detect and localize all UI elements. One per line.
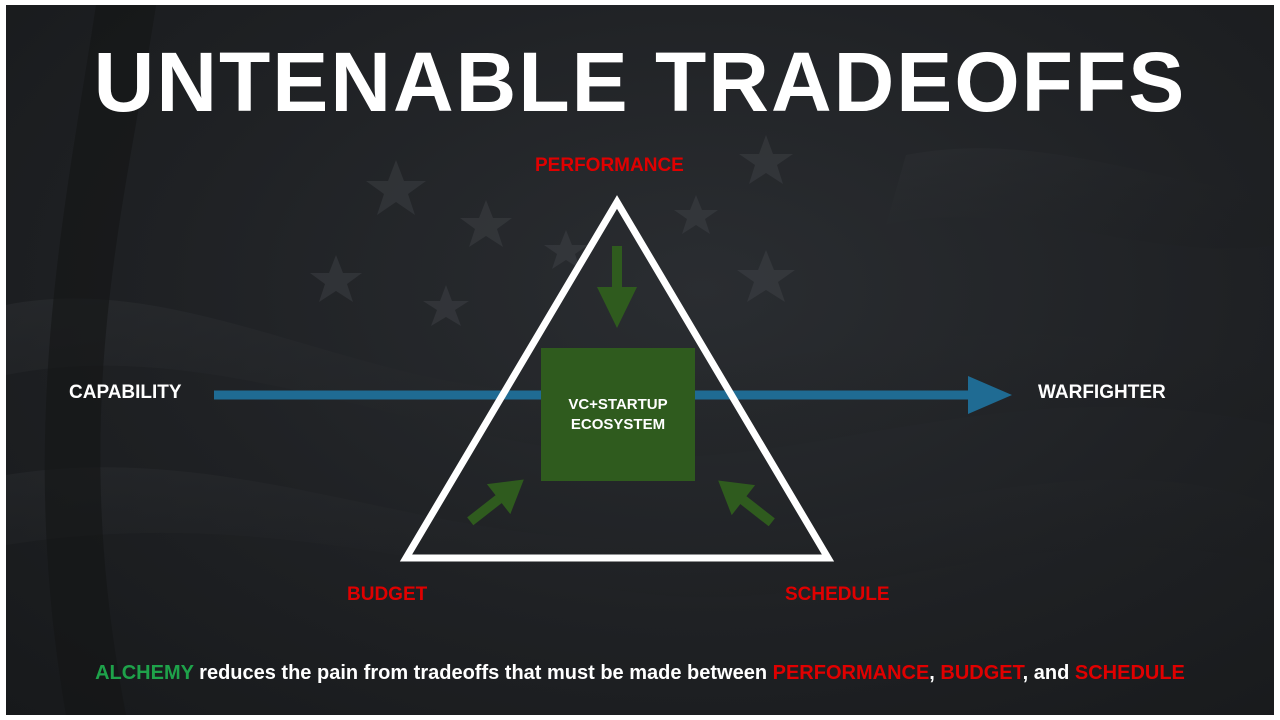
inward-arrows (467, 246, 775, 527)
center-box: VC+STARTUP ECOSYSTEM (541, 348, 695, 481)
footer-brand: ALCHEMY (95, 662, 194, 684)
capability-flow-arrow-head (968, 376, 1012, 414)
slide: UNTENABLE TRADEOFFS VC+STARTUP ECOSYSTEM (6, 5, 1274, 715)
center-box-line2: ECOSYSTEM (570, 415, 666, 433)
vertex-label-schedule: SCHEDULE (785, 584, 890, 605)
slide-title: UNTENABLE TRADEOFFS (93, 35, 1187, 129)
footer-statement: ALCHEMY reduces the pain from tradeoffs … (6, 662, 1274, 685)
performance-pressure-arrow (597, 246, 637, 328)
vertex-label-budget: BUDGET (347, 584, 428, 605)
schedule-pressure-arrow (718, 480, 775, 527)
flag-background (6, 5, 1274, 715)
footer-text-1: reduces the pain from tradeoffs that mus… (193, 662, 773, 684)
vertex-label-performance: PERFORMANCE (535, 155, 684, 176)
footer-term-budget: BUDGET (940, 662, 1023, 684)
footer-term-schedule: SCHEDULE (1074, 662, 1185, 684)
star-icons (310, 135, 795, 326)
flow-target-label: WARFIGHTER (1038, 382, 1166, 403)
tradeoff-triangle (399, 195, 835, 562)
footer-sep-1: , (929, 662, 941, 684)
footer-sep-2: , and (1022, 662, 1075, 684)
center-box-line1: VC+STARTUP (568, 395, 668, 413)
flow-source-label: CAPABILITY (69, 382, 182, 403)
budget-pressure-arrow (467, 479, 524, 526)
footer-term-performance: PERFORMANCE (772, 662, 930, 684)
